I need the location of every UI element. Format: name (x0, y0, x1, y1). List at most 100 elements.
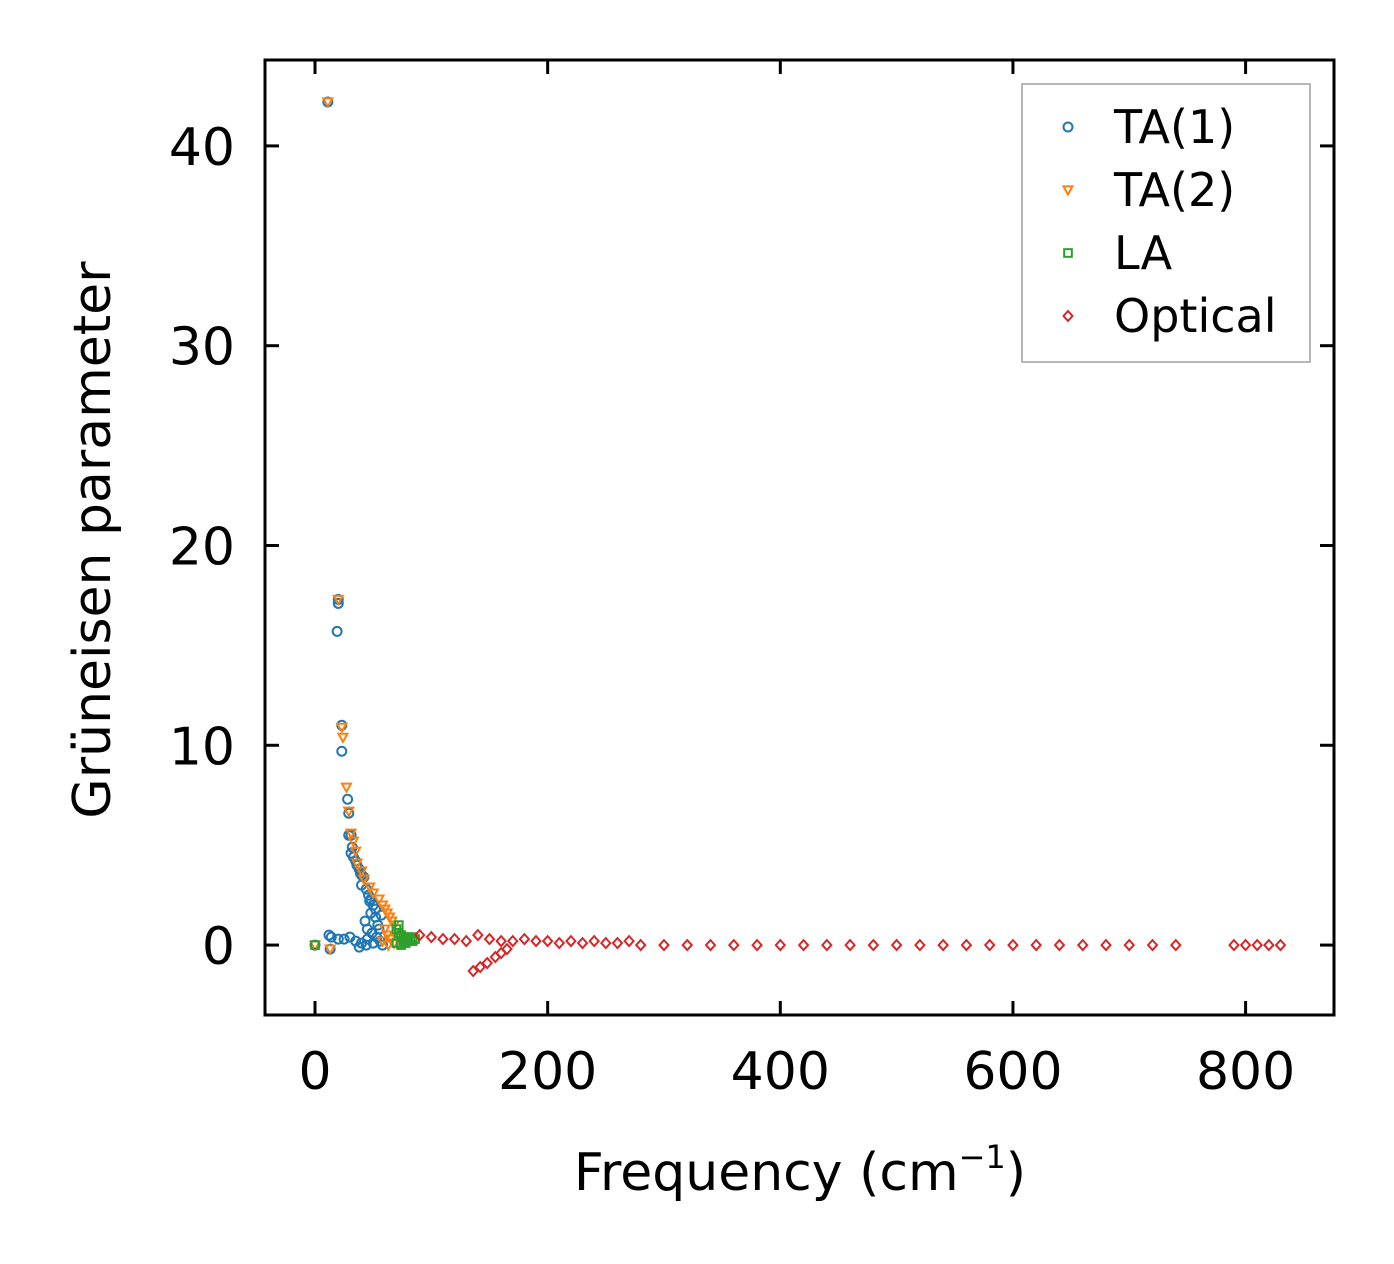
point-optical (565, 934, 577, 948)
point-optical (1100, 938, 1112, 952)
point-optical (727, 938, 740, 952)
point-ta-1 (370, 903, 382, 915)
legend-entry: Optical (1062, 289, 1276, 343)
point-ta-1 (331, 625, 343, 637)
point-optical (437, 932, 449, 946)
legend-entry: TA(1) (1062, 100, 1235, 154)
point-optical (658, 938, 670, 952)
legend-entry: LA (1063, 226, 1173, 280)
x-axis-label: Frequency (cm−1) (574, 1138, 1026, 1203)
legend-marker (1062, 309, 1074, 323)
y-axis-label: Grüneisen parameter (63, 261, 123, 819)
point-optical (1239, 938, 1252, 952)
point-optical (506, 934, 519, 948)
y-tick-label: 30 (169, 318, 235, 378)
point-optical (1263, 938, 1275, 952)
point-ta-2 (350, 858, 364, 870)
point-optical (611, 936, 624, 950)
point-optical (937, 938, 950, 952)
point-optical (681, 938, 694, 952)
point-optical (751, 938, 763, 952)
legend: TA(1) TA(2) LA Optical (1021, 83, 1311, 363)
point-optical (634, 938, 647, 952)
series-la (310, 920, 420, 950)
point-optical (472, 928, 484, 942)
point-optical (576, 936, 589, 950)
point-ta-2 (323, 944, 337, 956)
series-optical (413, 928, 1287, 978)
y-tick-label: 40 (169, 118, 235, 178)
point-optical (704, 938, 717, 952)
point-la (393, 920, 404, 930)
point-optical (495, 934, 507, 948)
point-ta-2 (332, 594, 345, 606)
point-optical (1169, 938, 1182, 952)
point-optical (1274, 938, 1287, 952)
point-optical (623, 934, 635, 948)
x-tick-label: 200 (498, 1042, 597, 1102)
legend-marker (1061, 185, 1075, 197)
point-ta-1 (360, 939, 372, 951)
point-ta-1 (342, 793, 354, 805)
point-optical (501, 942, 513, 956)
point-optical (413, 928, 426, 942)
x-tick-label: 400 (731, 1042, 830, 1102)
point-ta-2 (349, 846, 362, 858)
point-ta-2 (335, 722, 348, 734)
y-tick-label: 20 (169, 517, 235, 577)
point-ta-1 (332, 933, 344, 945)
plot-frame (263, 58, 1336, 1017)
point-ta-1 (323, 929, 335, 941)
point-optical (425, 930, 438, 944)
legend-entry: TA(2) (1061, 163, 1235, 217)
point-optical (518, 932, 531, 946)
point-optical (1251, 938, 1264, 952)
point-ta-2 (366, 888, 380, 900)
point-optical (530, 934, 542, 948)
point-optical (797, 938, 810, 952)
point-ta-2 (342, 806, 355, 818)
point-optical (960, 938, 973, 952)
point-la (310, 940, 320, 950)
legend-marker (1063, 248, 1073, 258)
point-ta-2 (372, 894, 386, 906)
point-optical (599, 936, 612, 950)
point-optical (844, 938, 856, 952)
legend-label: Optical (1114, 289, 1276, 343)
point-optical (467, 964, 480, 978)
legend-marker (1062, 121, 1074, 133)
point-ta-2 (378, 924, 392, 936)
point-ta-1 (367, 937, 379, 949)
point-ta-1 (359, 915, 371, 927)
x-tick-label: 600 (963, 1042, 1062, 1102)
point-ta-2 (355, 866, 368, 878)
y-tick-label: 10 (169, 717, 235, 777)
point-optical (890, 938, 903, 952)
legend-label: LA (1114, 226, 1173, 280)
point-optical (474, 960, 487, 974)
point-optical (774, 938, 787, 952)
legend-label: TA(1) (1113, 100, 1235, 154)
point-optical (1030, 938, 1043, 952)
point-optical (481, 956, 494, 970)
point-ta-1 (353, 941, 365, 953)
axis-ticks: 0 200 400 600 800 0 10 20 30 40 (169, 60, 1334, 1102)
point-ta-2 (344, 828, 358, 840)
x-tick-label: 0 (298, 1042, 331, 1102)
y-tick-label: 0 (202, 917, 235, 977)
point-optical (1076, 938, 1089, 952)
point-optical (1053, 938, 1066, 952)
point-optical (553, 936, 566, 950)
point-la (407, 936, 418, 946)
point-optical (448, 932, 461, 946)
point-ta-1 (336, 745, 348, 757)
point-optical (541, 934, 554, 948)
point-optical (983, 938, 996, 952)
point-ta-2 (321, 97, 335, 109)
point-ta-1 (338, 933, 350, 945)
point-optical (867, 938, 880, 952)
point-ta-1 (332, 597, 344, 609)
point-optical (1007, 938, 1019, 952)
x-tick-label: 800 (1196, 1042, 1295, 1102)
